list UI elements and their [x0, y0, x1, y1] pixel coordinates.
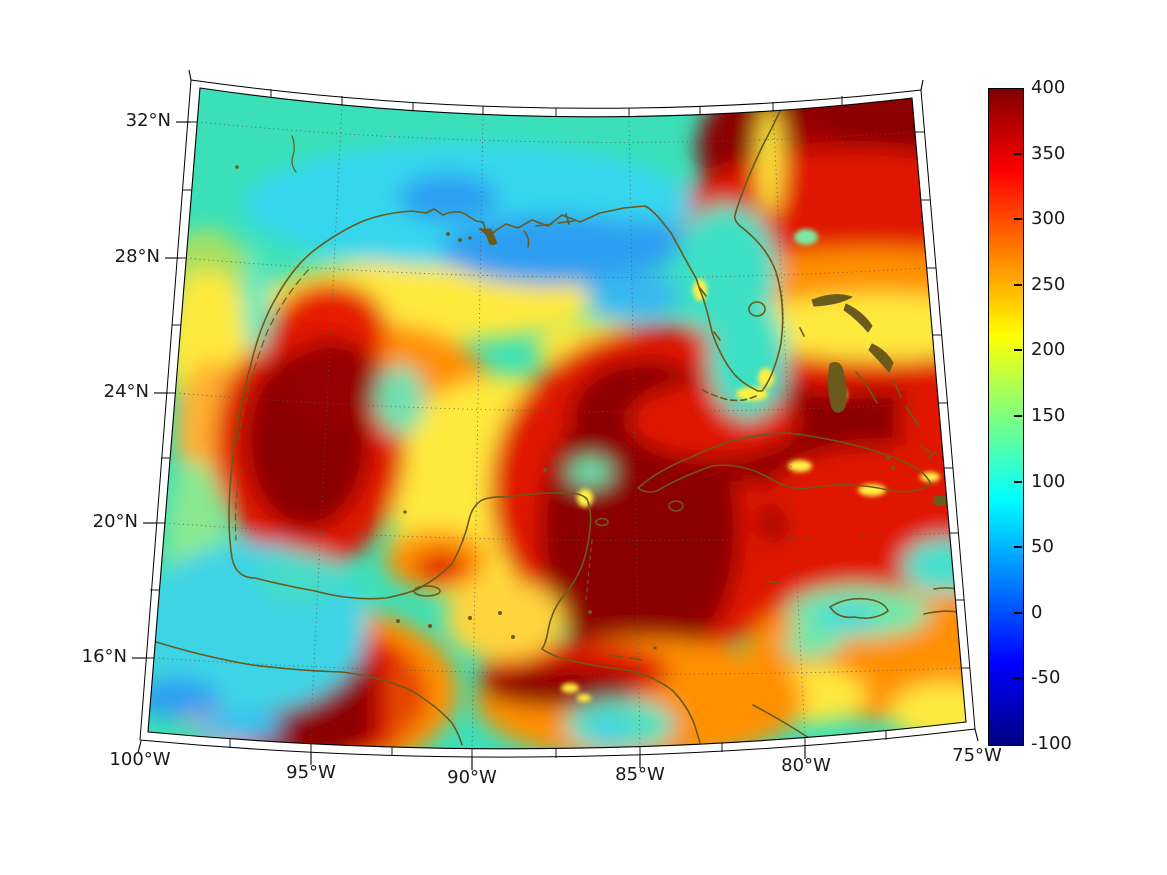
- lat-label-16n: 16°N: [81, 646, 127, 667]
- islet-dots: [235, 165, 962, 650]
- lat-label-20n: 20°N: [92, 511, 138, 532]
- lat-label-28n: 28°N: [114, 246, 160, 267]
- axis-ticks: [132, 69, 979, 770]
- colorbar-tick: [1014, 546, 1022, 548]
- lat-label-32n: 32°N: [125, 110, 171, 131]
- colorbar-label-n100: -100: [1031, 733, 1072, 754]
- colorbar-label-200: 200: [1031, 339, 1066, 360]
- colorbar-label-0: 0: [1031, 602, 1043, 623]
- lon-label-75w: 75°W: [952, 745, 1002, 766]
- colorbar-label-250: 250: [1031, 274, 1066, 295]
- colorbar-label-50: 50: [1031, 536, 1054, 557]
- coastline-layer: [149, 106, 965, 746]
- colorbar-tick: [1014, 284, 1022, 286]
- colorbar-tick: [1014, 415, 1022, 417]
- colorbar-label-150: 150: [1031, 405, 1066, 426]
- lat-label-24n: 24°N: [103, 381, 149, 402]
- lon-label-90w: 90°W: [447, 767, 497, 788]
- lon-label-100w: 100°W: [109, 749, 171, 770]
- colorbar-tick: [1014, 612, 1022, 614]
- colorbar: [988, 88, 1024, 746]
- graticule-layer: [153, 104, 962, 749]
- map-frame: [132, 69, 979, 770]
- colorbar-label-100: 100: [1031, 471, 1066, 492]
- colorbar-label-350: 350: [1031, 143, 1066, 164]
- lon-label-80w: 80°W: [781, 755, 831, 776]
- heatmap-layer: [148, 88, 966, 749]
- lon-label-85w: 85°W: [615, 764, 665, 785]
- colorbar-tick: [1014, 481, 1022, 483]
- colorbar-tick: [1014, 677, 1022, 679]
- colorbar-label-300: 300: [1031, 208, 1066, 229]
- colorbar-label-n50: -50: [1031, 667, 1061, 688]
- colorbar-tick: [1014, 153, 1022, 155]
- lon-label-95w: 95°W: [286, 762, 336, 783]
- colorbar-label-400: 400: [1031, 77, 1066, 98]
- colorbar-tick: [1014, 218, 1022, 220]
- colorbar-tick: [1014, 349, 1022, 351]
